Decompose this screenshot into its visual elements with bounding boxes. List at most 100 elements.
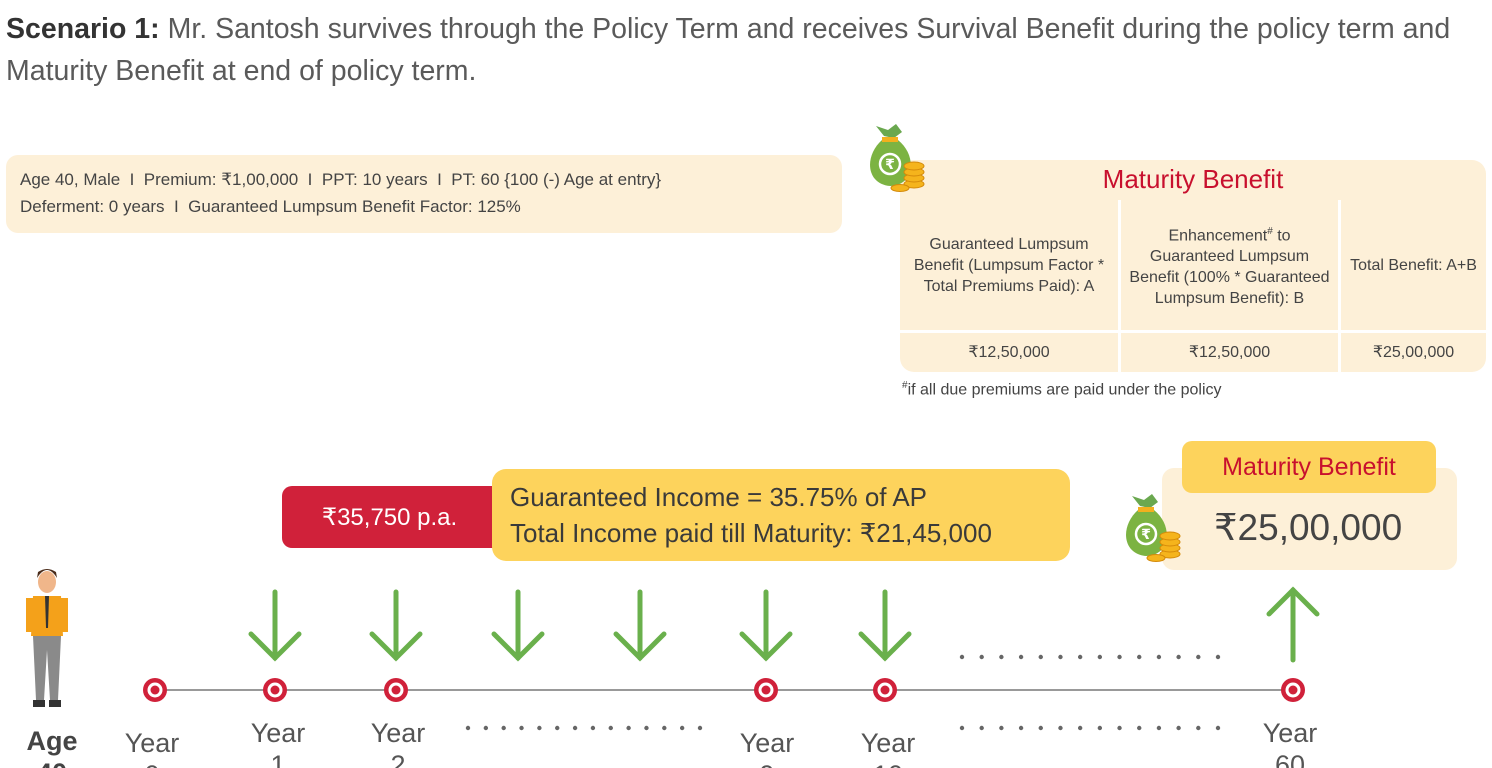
dot (1215, 725, 1221, 731)
year-label: Year (251, 718, 306, 748)
dot (959, 654, 965, 660)
dot (999, 654, 1004, 660)
dot (1038, 725, 1043, 731)
age-number: 40 (37, 758, 67, 768)
dot (1058, 654, 1063, 660)
year-number: 2 (390, 750, 405, 768)
maturity-label: Maturity Benefit (1182, 441, 1436, 493)
dots (465, 654, 1221, 731)
details-line: Age 40, Male I Premium: ₹1,00,000 I PPT:… (20, 170, 662, 189)
dot (1038, 654, 1043, 660)
details-box: Age 40, Male I Premium: ₹1,00,000 I PPT:… (6, 155, 842, 233)
arrow-down (861, 592, 909, 658)
dot (1176, 725, 1181, 731)
dot (1137, 654, 1142, 660)
year-number: 0 (144, 760, 159, 768)
table-value: ₹25,00,000 (1372, 344, 1455, 361)
footnote-sup: # (902, 380, 908, 391)
dot (1156, 654, 1162, 660)
dot (1077, 725, 1083, 731)
dot (555, 725, 560, 731)
maturity-table: Maturity Benefit Guaranteed Lumpsum Bene… (900, 160, 1486, 372)
dot (1196, 654, 1201, 660)
year-number: 1 (270, 750, 285, 768)
dot (1058, 725, 1063, 731)
scenario-label: Scenario 1: (6, 13, 160, 45)
timeline-node (1281, 678, 1305, 702)
arrow-down (494, 592, 542, 658)
dot (626, 725, 631, 731)
separator (1118, 200, 1121, 372)
table-value: ₹12,50,000 (968, 344, 1050, 361)
dot (501, 725, 506, 731)
header-text: Guaranteed Lumpsum Benefit (Lumpsum Fact… (913, 235, 1105, 295)
table-header: Guaranteed Lumpsum Benefit (Lumpsum Fact… (900, 200, 1118, 330)
income-line: Total Income paid till Maturity: ₹21,45,… (510, 518, 992, 548)
year-label: Year (125, 728, 180, 758)
dot (662, 725, 667, 731)
scenario: Scenario 1: Mr. Santosh survives through… (6, 8, 1488, 92)
table-title: Maturity Benefit (1102, 164, 1284, 194)
header-text: Enhancement# to Guaranteed Lumpsum Benef… (1129, 221, 1330, 309)
separator (1338, 200, 1341, 372)
year-label: Year (740, 728, 795, 758)
timeline-node (384, 678, 408, 702)
income-box: Guaranteed Income = 35.75% of AP Total In… (492, 469, 1070, 561)
dot (1176, 654, 1181, 660)
footnote-text: if all due premiums are paid under the p… (907, 381, 1222, 399)
header-text: Total Benefit: A+B (1350, 256, 1477, 274)
dot (1077, 654, 1083, 660)
arrow-down (616, 592, 664, 658)
timeline-node (263, 678, 287, 702)
table-header: Total Benefit: A+B (1341, 200, 1486, 330)
timeline-node (143, 678, 167, 702)
dot (1117, 654, 1122, 660)
dot (1156, 725, 1162, 731)
dot (608, 725, 613, 731)
dot (679, 725, 685, 731)
dot (697, 725, 703, 731)
income-line: Guaranteed Income = 35.75% of AP (510, 482, 928, 512)
dot (572, 725, 578, 731)
year-label: Year (861, 728, 916, 758)
dot (1097, 725, 1103, 731)
maturity-amount: ₹25,00,000 (1214, 507, 1403, 548)
income-amount: ₹35,750 p.a. (282, 486, 497, 548)
header-sup: # (1267, 225, 1273, 237)
arrow-down (372, 592, 420, 658)
dot (1117, 725, 1122, 731)
dot (999, 725, 1004, 731)
table-header: Enhancement# to Guaranteed Lumpsum Benef… (1121, 200, 1338, 330)
scenario-text: Mr. Santosh survives through the Policy … (6, 13, 1451, 87)
arrow-down (742, 592, 790, 658)
dot (959, 725, 965, 731)
dot (1097, 654, 1103, 660)
separator (900, 330, 1486, 333)
dot (1215, 654, 1221, 660)
timeline-node (873, 678, 897, 702)
dot (1018, 654, 1024, 660)
dot (483, 725, 489, 731)
arrow-down (251, 592, 299, 658)
footnote: #if all due premiums are paid under the … (902, 380, 1222, 399)
dot (1137, 725, 1142, 731)
dot (465, 725, 471, 731)
table-value: ₹12,50,000 (1188, 344, 1271, 361)
dot (644, 725, 649, 731)
arrow-up (1266, 586, 1320, 663)
year-number: 10 (873, 760, 903, 768)
man-icon (26, 569, 68, 707)
header-text: Enhancement (1168, 227, 1268, 245)
header-text: to Guaranteed Lumpsum Benefit (100% * Gu… (1129, 227, 1330, 308)
age-label: Age (26, 726, 77, 756)
dot (979, 654, 984, 660)
details-line: Deferment: 0 years I Guaranteed Lumpsum … (20, 197, 521, 216)
dot (1196, 725, 1201, 731)
timeline-node (754, 678, 778, 702)
year-label: Year (371, 718, 426, 748)
dot (519, 725, 524, 731)
year-number: 60 (1275, 750, 1305, 768)
year-label: Year (1263, 718, 1318, 748)
